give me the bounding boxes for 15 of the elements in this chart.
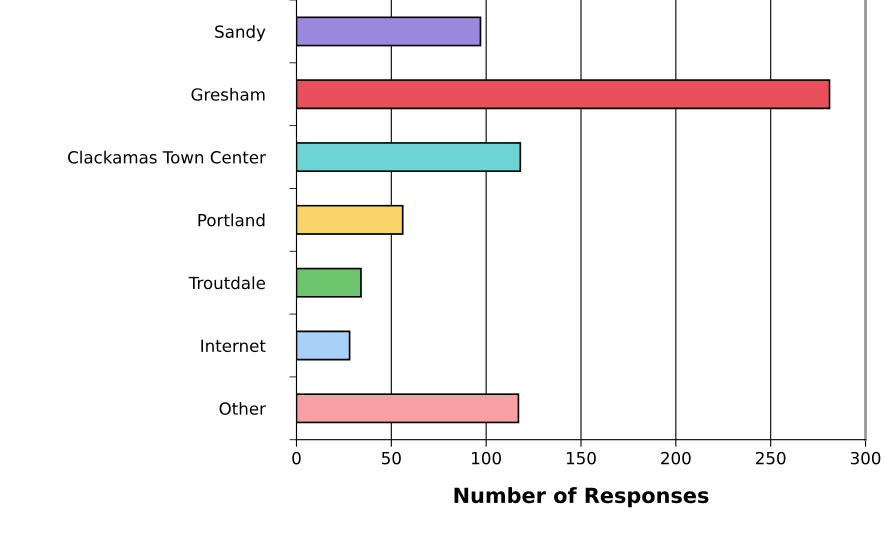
x-tick-label: 200 <box>661 452 691 464</box>
y-tick-label: Internet <box>201 340 266 352</box>
y-tick-label: Clackamas Town Center <box>68 150 266 164</box>
y-tick-label: Gresham <box>192 88 265 101</box>
y-tick-label: Portland <box>198 214 264 226</box>
y-tick-label: Sandy <box>215 25 266 42</box>
x-tick-label: 50 <box>382 452 401 464</box>
y-tick-label: Troutdale <box>188 276 266 290</box>
x-tick-label: 300 <box>850 452 880 464</box>
x-tick-label: 250 <box>756 452 786 464</box>
x-tick-label: 0 <box>292 452 301 464</box>
x-axis-title: Number of Responses <box>454 487 708 508</box>
x-tick-label: 100 <box>472 452 501 464</box>
y-tick-label: Other <box>220 402 266 415</box>
x-tick-label: 150 <box>566 452 596 464</box>
